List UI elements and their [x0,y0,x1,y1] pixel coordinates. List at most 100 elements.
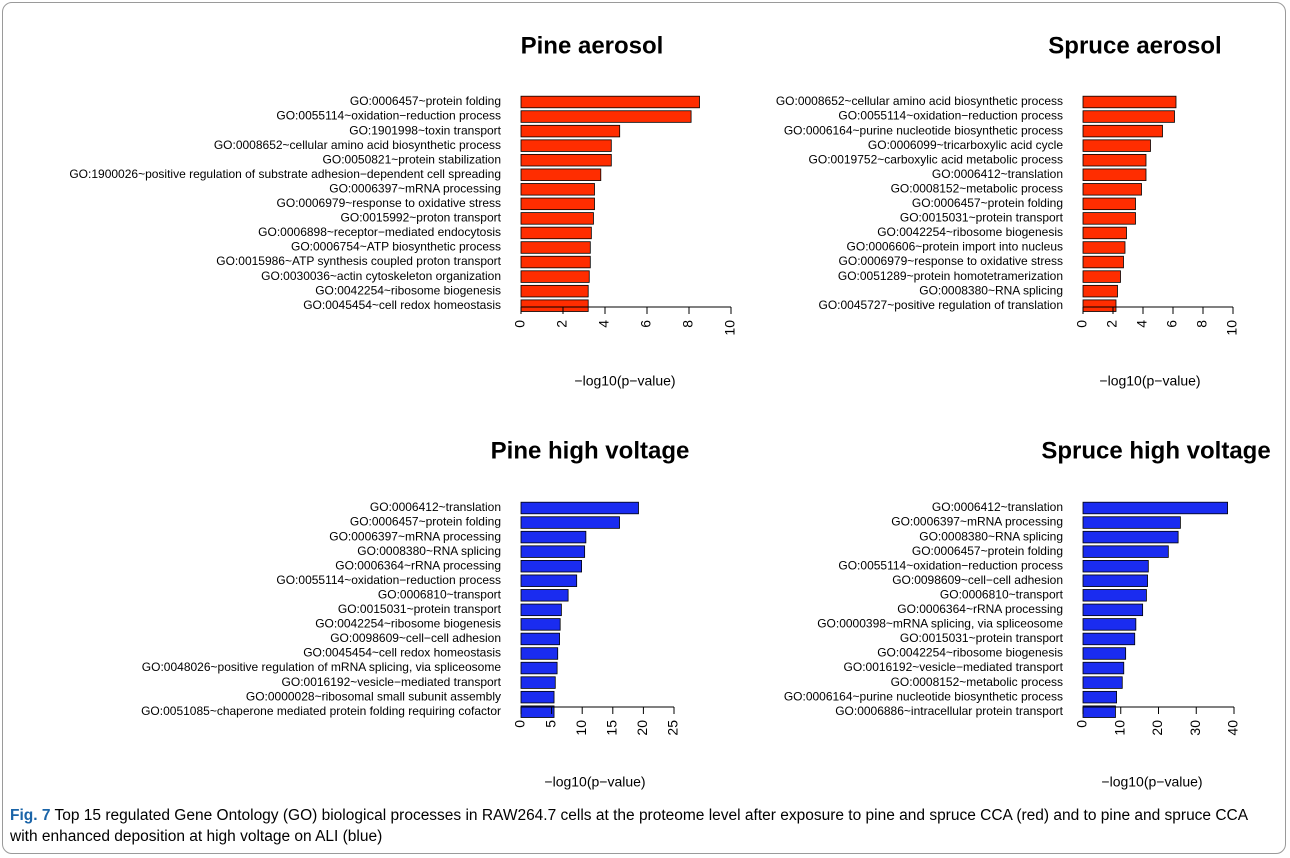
category-label: GO:0015986~ATP synthesis coupled proton … [216,254,501,268]
bar [520,560,582,573]
bar [1082,574,1148,587]
category-label: GO:0006979~response to oxidative stress [277,196,501,210]
x-axis-title: −log10(p−value) [574,373,675,389]
category-label: GO:0008652~cellular amino acid biosynthe… [214,138,501,152]
category-label: GO:0006364~rRNA processing [335,558,501,572]
caption-text: Top 15 regulated Gene Ontology (GO) biol… [10,807,1248,845]
category-label: GO:0019752~carboxylic acid metabolic pro… [809,152,1063,166]
bar [520,183,595,196]
bar [520,197,595,211]
category-label: GO:0006364~rRNA processing [897,602,1063,616]
bar [1082,516,1181,529]
bar [1082,676,1123,689]
category-label: GO:0006164~purine nucleotide biosyntheti… [784,123,1063,137]
bar [520,168,602,181]
bar [520,501,639,515]
bar [520,255,591,269]
category-label: GO:0051289~protein homotetramerization [838,269,1063,283]
bar [1082,618,1137,631]
category-label: GO:0008152~metabolic process [891,675,1063,689]
bar [1082,284,1118,298]
figure-label: Fig. 7 [10,807,51,824]
x-tick-label: 10 [573,720,589,736]
category-label: GO:0006898~receptor−mediated endocytosis [258,225,501,239]
bar [520,139,612,152]
x-tick-label: 40 [1225,720,1241,736]
bar [520,270,590,283]
category-label: GO:0051085~chaperone mediated protein fo… [141,704,501,718]
category-label: GO:0008380~RNA splicing [919,283,1063,297]
bar [1082,661,1125,675]
category-label: GO:0042254~ribosome biogenesis [877,646,1063,660]
category-label: GO:0055114~oxidation−reduction process [838,558,1063,572]
bar [520,647,559,660]
bar [520,705,555,718]
category-label: GO:0042254~ribosome biogenesis [315,283,501,297]
category-label: GO:0045727~positive regulation of transl… [819,298,1064,312]
bar [520,153,612,167]
bar [1082,530,1179,544]
category-label: GO:0042254~ribosome biogenesis [315,617,501,631]
bar [520,574,578,587]
category-label: GO:0016192~vesicle−mediated transport [844,660,1064,674]
x-tick-label: 0 [1074,720,1090,728]
category-label: GO:1901998~toxin transport [349,123,501,137]
bar [1082,241,1126,254]
bar [1082,139,1151,152]
category-label: GO:0006606~protein import into nucleus [847,240,1063,254]
bar [1082,270,1121,283]
bar [1082,501,1228,515]
category-label: GO:0006412~translation [932,167,1063,181]
chart-panel: Spruce aerosol GO:0008652~cellular amino … [776,32,1240,388]
category-label: GO:0000398~mRNA splicing, via spliceosom… [817,617,1063,631]
x-tick-label: 4 [596,320,612,328]
bar [520,284,589,298]
bar [1082,647,1127,660]
x-tick-label: 8 [680,320,696,328]
figure-caption: Fig. 7 Top 15 regulated Gene Ontology (G… [10,805,1275,847]
bar [1082,603,1144,617]
x-tick-label: 10 [1224,320,1240,336]
bar [1082,545,1169,558]
category-label: GO:0008652~cellular amino acid biosynthe… [776,94,1063,108]
category-label: GO:0016192~vesicle−mediated transport [282,675,502,689]
category-label: GO:1900026~positive regulation of substr… [69,167,501,181]
bar [520,95,700,109]
category-label: GO:0045454~cell redox homeostasis [303,646,501,660]
category-label: GO:0008380~RNA splicing [357,544,501,558]
category-label: GO:0008380~RNA splicing [919,529,1063,543]
bar [1082,560,1149,573]
x-tick-label: 10 [722,320,738,336]
bar [1082,124,1163,138]
category-label: GO:0098609~cell−cell adhesion [892,573,1063,587]
x-tick-label: 2 [1104,320,1120,328]
chart-title: Spruce aerosol [1048,32,1221,59]
bar [520,661,558,675]
bar [520,124,621,138]
x-tick-label: 0 [1074,320,1090,328]
category-label: GO:0015031~protein transport [900,211,1064,225]
chart-panel: Spruce high voltage GO:0006412~translatio… [784,437,1271,789]
chart-title: Pine aerosol [521,32,664,59]
bar [1082,95,1177,109]
bar [520,618,561,631]
bar [520,603,562,617]
x-tick-label: 6 [638,320,654,328]
bar [520,299,589,312]
category-label: GO:0055114~oxidation−reduction process [276,109,501,123]
x-tick-label: 20 [634,720,650,736]
category-label: GO:0006412~translation [932,500,1063,514]
bar [520,530,587,544]
bar [1082,168,1147,181]
category-label: GO:0042254~ribosome biogenesis [877,225,1063,239]
bar [1082,226,1127,240]
category-label: GO:0006397~mRNA processing [891,515,1063,529]
bar [520,212,594,225]
bar [520,516,620,529]
x-axis-title: −log10(p−value) [1101,774,1202,790]
category-label: GO:0006810~transport [940,587,1064,601]
category-label: GO:0045454~cell redox homeostasis [303,298,501,312]
category-label: GO:0006457~protein folding [350,515,501,529]
